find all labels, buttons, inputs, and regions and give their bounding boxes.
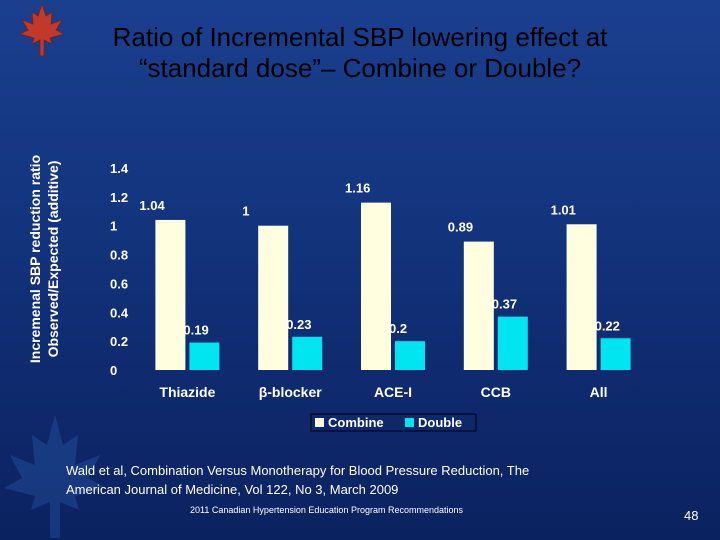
citation-line-1: Wald et al, Combination Versus Monothera… bbox=[66, 463, 530, 478]
legend-label-combine: Combine bbox=[328, 415, 384, 430]
y-tick-label: 0.2 bbox=[110, 334, 128, 349]
data-label-double: 0.2 bbox=[389, 321, 407, 336]
x-tick-label: CCB bbox=[481, 384, 511, 400]
maple-leaf-icon bbox=[18, 2, 66, 57]
legend-box bbox=[310, 413, 477, 432]
bar-combine bbox=[155, 219, 186, 370]
bar-combine bbox=[566, 224, 597, 370]
y-tick-label: 0 bbox=[110, 363, 117, 378]
x-tick-label: β-blocker bbox=[259, 384, 323, 400]
bar-double bbox=[497, 316, 528, 370]
maple-leaf-watermark-icon bbox=[4, 415, 106, 538]
data-label-combine: 1.04 bbox=[139, 198, 165, 213]
legend-label-double: Double bbox=[418, 415, 462, 430]
y-tick-label: 0.8 bbox=[110, 248, 128, 263]
footer-note: 2011 Canadian Hypertension Education Pro… bbox=[190, 505, 463, 515]
y-tick-label: 1.4 bbox=[110, 161, 129, 176]
bar-double bbox=[600, 338, 631, 370]
x-tick-label: Thiazide bbox=[159, 384, 215, 400]
x-tick-label: ACE-I bbox=[374, 384, 412, 400]
y-tick-label: 1.2 bbox=[110, 190, 128, 205]
data-label-combine: 1 bbox=[242, 204, 249, 219]
data-label-double: 0.37 bbox=[492, 297, 517, 312]
bar-double bbox=[292, 336, 323, 370]
data-label-combine: 1.01 bbox=[551, 202, 576, 217]
slide-title-line-2: “standard dose”– Combine or Double? bbox=[138, 53, 582, 83]
data-label-double: 0.23 bbox=[286, 317, 311, 332]
slide-title: Ratio of Incremental SBP lowering effect… bbox=[40, 22, 680, 84]
bar-combine bbox=[463, 241, 494, 370]
y-tick-label: 0.4 bbox=[110, 305, 129, 320]
bar-combine bbox=[258, 225, 289, 370]
data-label-combine: 1.16 bbox=[345, 181, 370, 196]
slide-title-line-1: Ratio of Incremental SBP lowering effect… bbox=[112, 22, 608, 52]
bar-combine bbox=[361, 202, 391, 370]
data-label-double: 0.22 bbox=[595, 318, 620, 333]
bar-double bbox=[189, 342, 220, 370]
legend-swatch-double bbox=[405, 418, 414, 427]
y-tick-label: 0.6 bbox=[110, 276, 128, 291]
bar-double bbox=[395, 341, 425, 370]
citation-line-2: American Journal of Medicine, Vol 122, N… bbox=[66, 482, 399, 497]
page-number: 48 bbox=[684, 508, 699, 523]
y-tick-label: 1 bbox=[110, 219, 117, 234]
legend-swatch-combine bbox=[315, 418, 324, 427]
data-label-double: 0.19 bbox=[183, 323, 208, 338]
data-label-combine: 0.89 bbox=[448, 220, 473, 235]
x-tick-label: All bbox=[590, 384, 608, 400]
citation: Wald et al, Combination Versus Monothera… bbox=[66, 461, 666, 499]
